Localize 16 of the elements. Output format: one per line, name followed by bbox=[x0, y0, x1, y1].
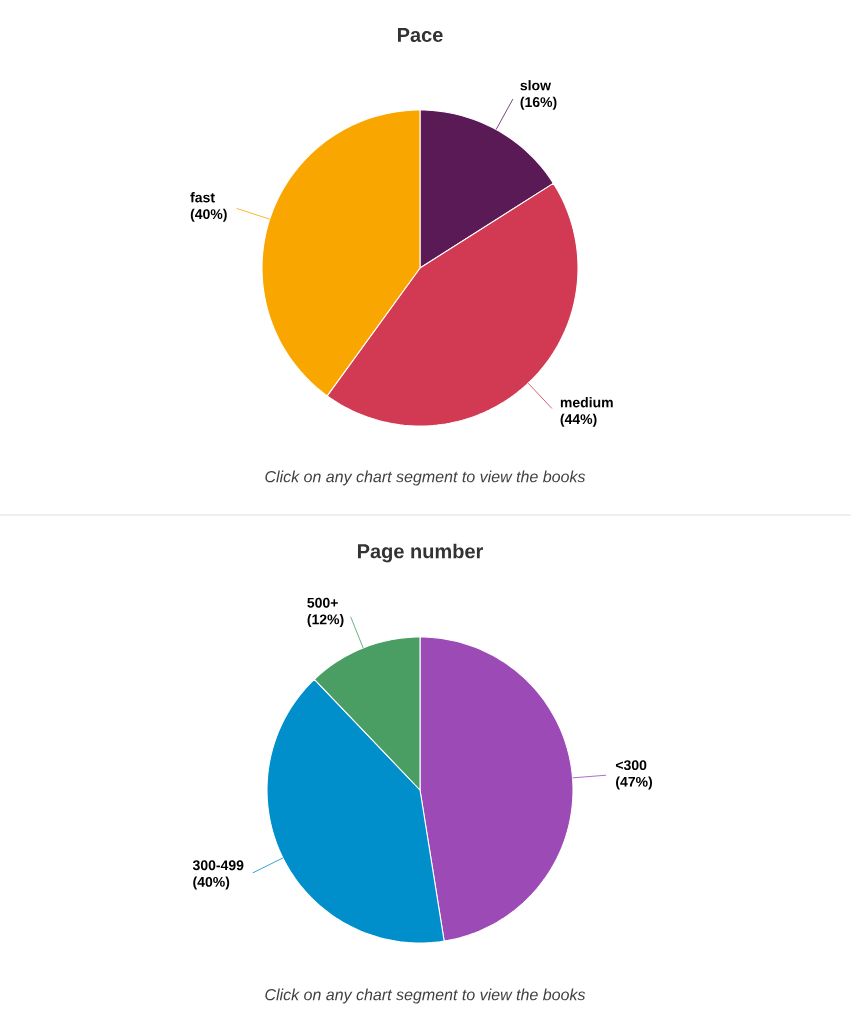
text: Click on any chart segment to view the books bbox=[265, 988, 586, 1004]
slice-label: 500+ bbox=[307, 597, 338, 608]
chart-title: Page number bbox=[357, 543, 484, 563]
chart-title: Pace bbox=[397, 28, 443, 42]
slice-label: slow bbox=[520, 80, 552, 91]
data-label: (40%) bbox=[193, 876, 230, 890]
slice-label: <300 bbox=[615, 760, 647, 771]
text: Click on any chart segment to view the books bbox=[265, 470, 586, 486]
data-label: (40%) bbox=[190, 208, 227, 222]
data-label: (12%) bbox=[307, 614, 344, 628]
data-label: (47%) bbox=[616, 776, 652, 790]
data-label: (44%) bbox=[560, 413, 597, 427]
slice-label: medium bbox=[560, 397, 613, 408]
data-label: (16%) bbox=[520, 96, 557, 110]
slice-label: 300-499 bbox=[192, 860, 244, 871]
slice-label: fast bbox=[190, 192, 215, 203]
